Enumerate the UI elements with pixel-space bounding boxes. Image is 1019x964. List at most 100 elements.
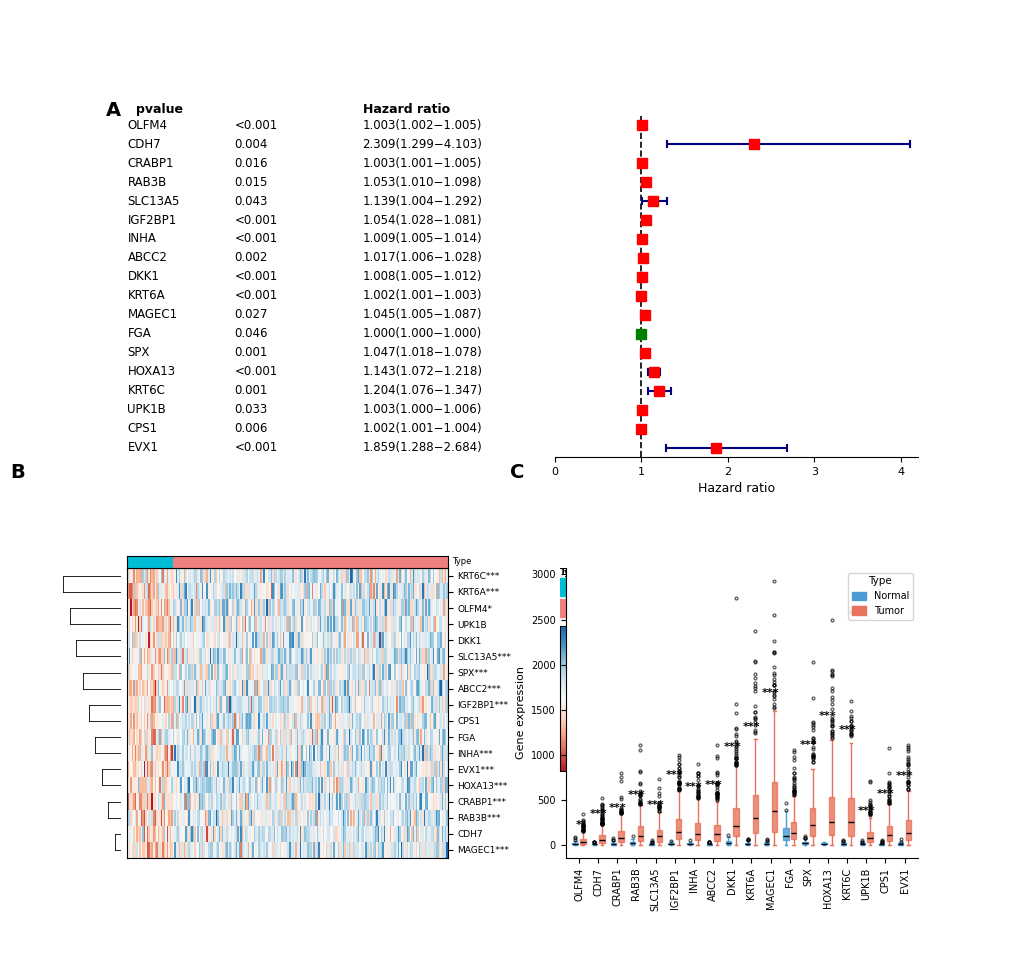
Text: 1.003(1.000−1.006): 1.003(1.000−1.006) [362,403,481,416]
PathPatch shape [676,819,681,839]
X-axis label: Hazard ratio: Hazard ratio [697,482,774,495]
PathPatch shape [744,843,750,844]
Text: ***: *** [608,803,626,814]
PathPatch shape [886,825,891,841]
Text: 0.016: 0.016 [234,156,268,170]
Text: ***: *** [646,800,663,810]
Text: ***: *** [875,790,894,799]
Text: 0.001: 0.001 [234,346,267,360]
PathPatch shape [713,825,718,842]
Text: CPS1: CPS1 [127,422,158,435]
Text: SPX: SPX [127,346,150,360]
Text: INHA: INHA [127,232,156,246]
Text: 0.001: 0.001 [234,385,267,397]
PathPatch shape [725,842,731,844]
Text: <0.001: <0.001 [234,232,277,246]
Text: CRABP1: CRABP1 [127,156,174,170]
Text: RAB3B: RAB3B [127,175,166,189]
Text: ***: *** [685,782,702,791]
PathPatch shape [802,842,807,844]
Text: <0.001: <0.001 [234,271,277,283]
Text: 1.008(1.005−1.012): 1.008(1.005−1.012) [362,271,482,283]
PathPatch shape [809,809,814,837]
PathPatch shape [848,798,853,837]
PathPatch shape [866,832,872,843]
Text: ***: *** [742,722,759,732]
PathPatch shape [618,831,624,843]
Text: ***: *** [895,771,912,781]
Text: 0.006: 0.006 [234,422,267,435]
Text: HOXA13: HOXA13 [127,365,175,378]
Text: 1.002(1.001−1.004): 1.002(1.001−1.004) [362,422,482,435]
Text: 2.309(1.299−4.103): 2.309(1.299−4.103) [362,138,482,150]
Text: ***: *** [665,770,683,780]
PathPatch shape [733,808,738,837]
PathPatch shape [783,828,788,840]
Legend: Normal, Tumor: Normal, Tumor [847,573,912,620]
PathPatch shape [656,830,661,842]
Text: FGA: FGA [127,328,151,340]
Text: *: * [576,819,582,830]
PathPatch shape [610,843,615,844]
Text: DKK1: DKK1 [127,271,159,283]
PathPatch shape [752,795,757,834]
PathPatch shape [771,783,776,832]
Text: 1.003(1.001−1.005): 1.003(1.001−1.005) [362,156,481,170]
Text: ***: *** [818,710,836,720]
Text: pvalue: pvalue [136,102,182,116]
Text: 0.027: 0.027 [234,308,268,321]
Text: 1.003(1.002−1.005): 1.003(1.002−1.005) [362,119,481,132]
Text: 1.054(1.028−1.081): 1.054(1.028−1.081) [362,213,482,227]
Text: 1.139(1.004−1.292): 1.139(1.004−1.292) [362,195,482,207]
Text: <0.001: <0.001 [234,289,277,303]
Text: <0.001: <0.001 [234,119,277,132]
Text: ***: *** [761,688,779,698]
Text: 0.002: 0.002 [234,252,267,264]
Text: <0.001: <0.001 [234,442,277,454]
PathPatch shape [637,826,642,841]
Text: C: C [510,463,524,482]
Text: CDH7: CDH7 [127,138,161,150]
Text: KRT6C: KRT6C [127,385,165,397]
Text: <0.001: <0.001 [234,213,277,227]
Text: <0.001: <0.001 [234,365,277,378]
PathPatch shape [580,839,585,844]
Text: 1.204(1.076−1.347): 1.204(1.076−1.347) [362,385,482,397]
Text: EVX1: EVX1 [127,442,158,454]
Text: ***: *** [838,725,855,735]
Text: 1.009(1.005−1.014): 1.009(1.005−1.014) [362,232,482,246]
Text: MAGEC1: MAGEC1 [127,308,177,321]
PathPatch shape [599,836,604,843]
Text: B: B [10,463,24,482]
Text: 0.015: 0.015 [234,175,267,189]
Text: 1.053(1.010−1.098): 1.053(1.010−1.098) [362,175,482,189]
Text: ***: *** [722,741,741,752]
PathPatch shape [694,823,700,840]
Text: 1.000(1.000−1.000): 1.000(1.000−1.000) [362,328,481,340]
PathPatch shape [905,819,910,840]
PathPatch shape [763,843,768,844]
PathPatch shape [630,843,635,844]
PathPatch shape [667,843,673,844]
Text: ***: *** [799,739,817,750]
Text: IGF2BP1: IGF2BP1 [127,213,176,227]
Text: 1.859(1.288−2.684): 1.859(1.288−2.684) [362,442,482,454]
Text: 0.004: 0.004 [234,138,267,150]
Text: 1.143(1.072−1.218): 1.143(1.072−1.218) [362,365,482,378]
Y-axis label: Gene expression: Gene expression [515,666,525,760]
Text: 0.046: 0.046 [234,328,268,340]
Text: A: A [106,100,121,120]
Text: 0.043: 0.043 [234,195,267,207]
PathPatch shape [572,843,578,844]
Text: ABCC2: ABCC2 [127,252,167,264]
Text: ***: *** [857,806,874,816]
Text: UPK1B: UPK1B [127,403,166,416]
Text: 0.033: 0.033 [234,403,267,416]
Text: 1.045(1.005−1.087): 1.045(1.005−1.087) [362,308,482,321]
Text: ***: *** [703,780,721,790]
PathPatch shape [790,822,796,840]
Text: ***: *** [627,790,645,800]
Text: 1.002(1.001−1.003): 1.002(1.001−1.003) [362,289,482,303]
Text: ***: *** [589,810,606,819]
Text: 1.047(1.018−1.078): 1.047(1.018−1.078) [362,346,482,360]
